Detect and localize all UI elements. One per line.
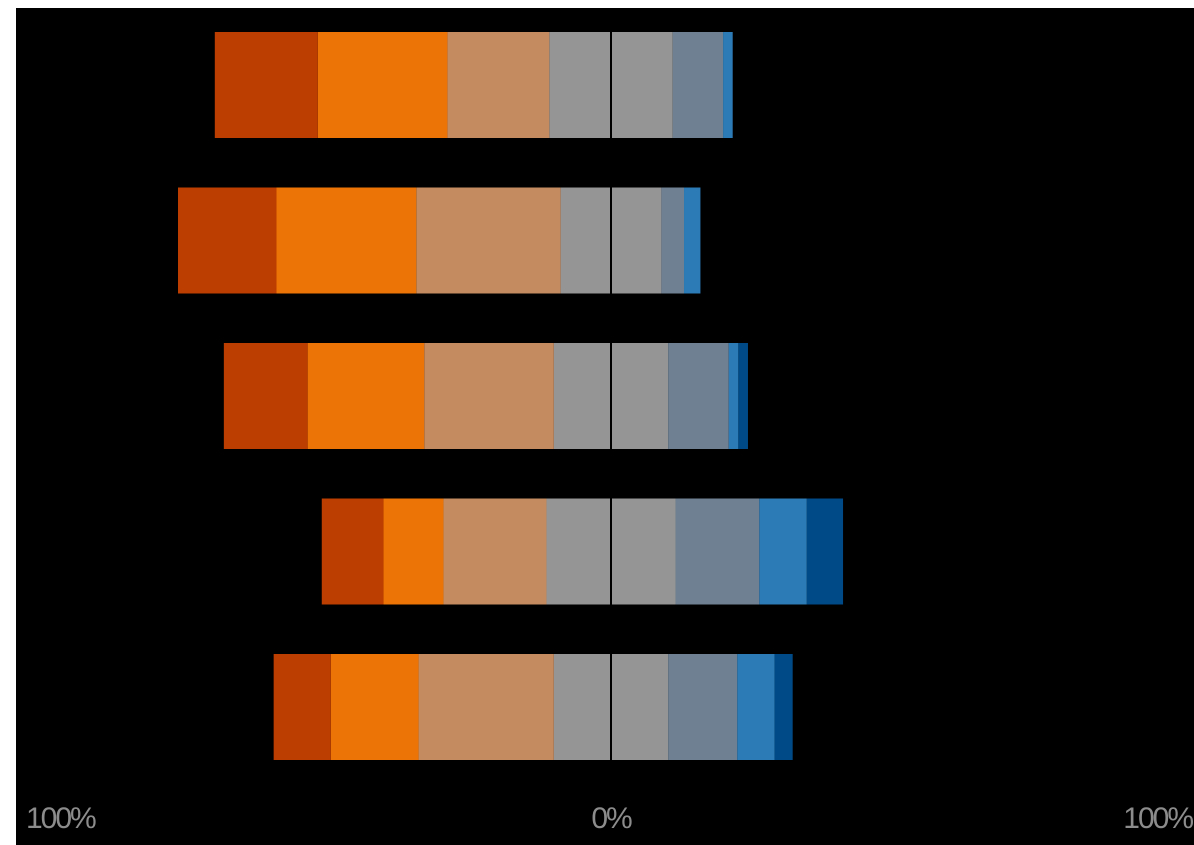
bar-segment [737,654,775,760]
bar-segment [273,654,331,760]
bar-segment [738,343,748,449]
bar-segment [728,343,739,449]
bar-row-3 [223,343,748,449]
x-axis: 100% 0% 100% [26,802,1194,835]
bar-segment [611,498,676,605]
bar-segment [759,498,807,605]
bar-segment [668,654,738,760]
bar-segment [549,32,611,138]
bar-row-1 [214,32,733,138]
bar-segment [416,187,561,294]
bar-segment [276,187,417,294]
bar-segment [675,498,760,605]
bar-segment [317,32,448,138]
bar-segment [611,654,669,760]
bar-segment [383,498,444,605]
bar-row-5 [273,654,793,760]
bar-segment [672,32,724,138]
bar-segment [443,498,547,605]
bar-segment [178,187,277,294]
bar-segment [684,187,701,294]
bar-segment [214,32,318,138]
bar-segment [553,654,611,760]
bar-segment [806,498,844,605]
bar-segment [668,343,729,449]
bar-segment [611,343,669,449]
x-tick-label: 100% [1123,802,1193,835]
bar-segment [223,343,308,449]
bar-segment [424,343,554,449]
bars-layer [178,32,844,760]
bar-segment [560,187,611,294]
bar-row-2 [178,187,701,294]
bar-segment [661,187,685,294]
bar-segment [611,187,662,294]
bar-segment [418,654,554,760]
bar-segment [447,32,550,138]
bar-row-4 [321,498,844,605]
bar-segment [774,654,793,760]
bar-segment [546,498,611,605]
bar-segment [553,343,611,449]
bar-segment [307,343,425,449]
x-tick-label: 100% [26,802,96,835]
bar-segment [321,498,384,605]
bar-segment [723,32,733,138]
bar-segment [330,654,419,760]
bar-segment [611,32,673,138]
x-tick-label: 0% [591,802,632,835]
